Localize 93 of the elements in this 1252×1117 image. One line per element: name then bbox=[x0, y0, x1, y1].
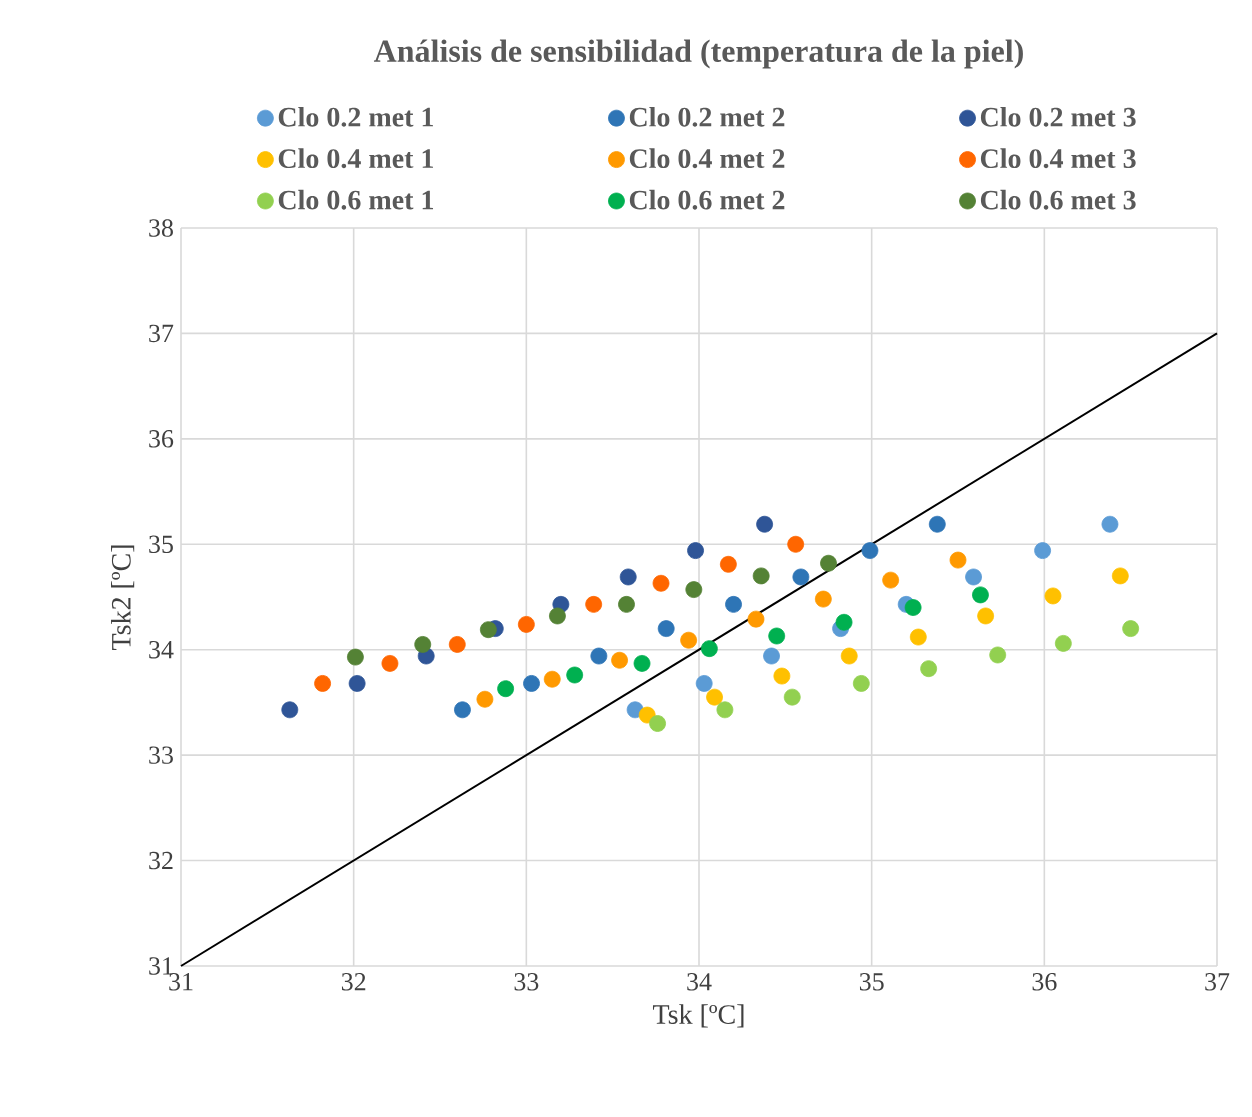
point bbox=[719, 555, 737, 573]
point bbox=[638, 706, 656, 724]
point bbox=[680, 631, 698, 649]
point bbox=[347, 648, 364, 666]
point bbox=[820, 554, 837, 572]
point bbox=[448, 636, 466, 653]
x-tick-label: 37 bbox=[1205, 973, 1230, 991]
point bbox=[949, 551, 967, 569]
point bbox=[687, 542, 704, 560]
point bbox=[633, 655, 651, 672]
point bbox=[814, 590, 832, 608]
legend-label: Clo 0.6 met 1 bbox=[278, 189, 434, 210]
point bbox=[773, 667, 791, 685]
x-tick-label: 35 bbox=[859, 973, 884, 991]
x-tick-label: 36 bbox=[1032, 973, 1057, 991]
point bbox=[928, 515, 946, 533]
point bbox=[783, 688, 801, 706]
point bbox=[882, 571, 900, 589]
point bbox=[618, 595, 635, 613]
point bbox=[1101, 515, 1119, 533]
point bbox=[523, 675, 540, 692]
y-tick-label: 34 bbox=[149, 640, 174, 659]
point bbox=[756, 515, 774, 533]
point bbox=[787, 535, 805, 553]
point bbox=[585, 595, 603, 613]
chart-title: Análisis de sensibilidad (temperatura de la piel) bbox=[373, 39, 1023, 69]
x-tick-label: 33 bbox=[514, 973, 539, 991]
point bbox=[725, 595, 742, 613]
point bbox=[965, 568, 982, 586]
point bbox=[835, 613, 853, 631]
y-tick-label: 33 bbox=[149, 746, 173, 764]
point bbox=[1111, 567, 1129, 585]
point bbox=[652, 574, 670, 592]
y-tick-label: 38 bbox=[149, 219, 173, 237]
point bbox=[904, 599, 922, 616]
point bbox=[909, 628, 927, 646]
point bbox=[763, 647, 780, 665]
legend-label: Clo 0.2 met 1 bbox=[278, 106, 434, 127]
point bbox=[543, 670, 561, 688]
point bbox=[590, 647, 608, 665]
point bbox=[768, 627, 786, 645]
point bbox=[989, 646, 1007, 664]
legend-label: Clo 0.4 met 2 bbox=[629, 148, 785, 169]
point bbox=[566, 666, 584, 684]
point bbox=[454, 701, 471, 719]
point bbox=[1044, 587, 1062, 605]
x-tick-label: 31 bbox=[169, 973, 193, 991]
x-tick-label: 32 bbox=[341, 973, 366, 991]
point bbox=[649, 715, 666, 732]
point bbox=[706, 688, 723, 706]
y-tick-label: 35 bbox=[149, 535, 173, 554]
point bbox=[611, 651, 628, 669]
point bbox=[348, 675, 366, 692]
point bbox=[792, 568, 810, 586]
legend-label: Clo 0.6 met 3 bbox=[980, 189, 1136, 210]
legend-label: Clo 0.4 met 3 bbox=[980, 148, 1136, 169]
legend-label: Clo 0.2 met 3 bbox=[980, 106, 1136, 127]
point bbox=[920, 660, 938, 678]
point bbox=[619, 568, 637, 586]
point bbox=[685, 581, 703, 599]
point bbox=[281, 701, 299, 719]
point bbox=[314, 675, 331, 692]
point bbox=[1122, 620, 1140, 638]
point bbox=[1034, 542, 1052, 560]
point bbox=[700, 640, 718, 658]
x-axis-title: Tsk [ºC] bbox=[652, 1004, 744, 1028]
legend-label: Clo 0.4 met 1 bbox=[278, 148, 434, 169]
x-tick-label: 34 bbox=[687, 973, 712, 991]
point bbox=[414, 636, 432, 653]
point bbox=[852, 675, 870, 692]
point bbox=[517, 616, 535, 633]
point bbox=[861, 542, 879, 560]
point bbox=[695, 675, 713, 692]
point bbox=[479, 621, 497, 639]
legend-label: Clo 0.2 met 2 bbox=[629, 106, 785, 127]
point bbox=[657, 620, 675, 638]
point bbox=[977, 607, 995, 625]
point bbox=[752, 567, 770, 585]
y-tick-label: 31 bbox=[149, 957, 173, 975]
point bbox=[381, 655, 399, 672]
point bbox=[840, 647, 858, 665]
point bbox=[1054, 634, 1072, 652]
point bbox=[476, 690, 494, 708]
y-tick-label: 32 bbox=[149, 851, 173, 870]
y-tick-label: 36 bbox=[149, 430, 174, 448]
point bbox=[747, 610, 765, 628]
point bbox=[497, 680, 515, 698]
point bbox=[972, 586, 989, 604]
y-tick-label: 37 bbox=[149, 324, 174, 343]
point bbox=[716, 701, 734, 719]
y-axis-title: Tsk2 [ºC] bbox=[111, 545, 135, 651]
point bbox=[549, 607, 566, 625]
legend-label: Clo 0.6 met 2 bbox=[629, 189, 785, 210]
